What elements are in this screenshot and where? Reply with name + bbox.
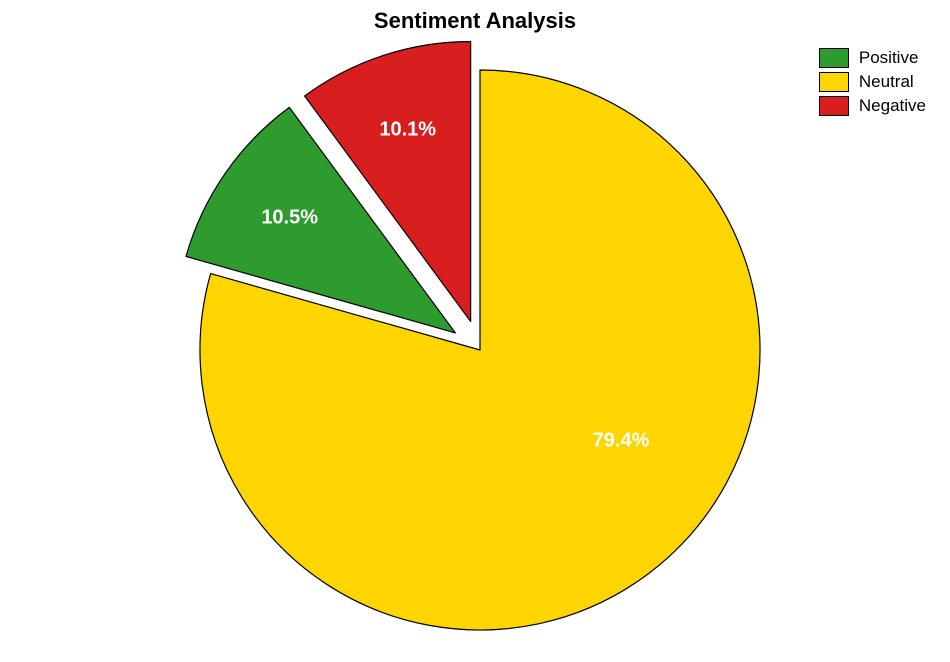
legend-item-neutral: Neutral — [819, 72, 926, 92]
legend-item-negative: Negative — [819, 96, 926, 116]
pie-svg — [0, 0, 950, 662]
sentiment-pie-chart: Sentiment Analysis 79.4%10.5%10.1% Posit… — [0, 0, 950, 662]
slice-label-negative: 10.1% — [379, 118, 436, 141]
legend-swatch-positive — [819, 48, 849, 68]
legend-label: Positive — [859, 48, 919, 68]
slice-label-neutral: 79.4% — [593, 430, 650, 453]
legend-label: Negative — [859, 96, 926, 116]
slice-label-positive: 10.5% — [261, 207, 318, 230]
legend-swatch-negative — [819, 96, 849, 116]
legend-swatch-neutral — [819, 72, 849, 92]
legend: Positive Neutral Negative — [819, 48, 926, 120]
legend-label: Neutral — [859, 72, 914, 92]
legend-item-positive: Positive — [819, 48, 926, 68]
